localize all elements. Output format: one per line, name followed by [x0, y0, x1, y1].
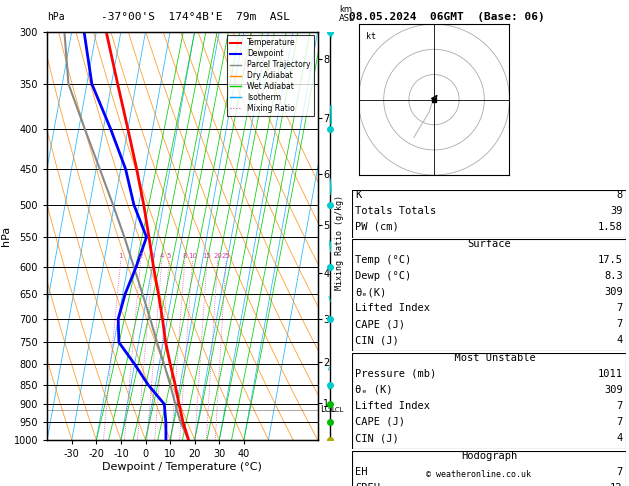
Y-axis label: hPa: hPa — [1, 226, 11, 246]
Text: 5: 5 — [167, 253, 171, 259]
Text: Surface: Surface — [467, 239, 511, 249]
Text: Most Unstable: Most Unstable — [442, 353, 536, 363]
Text: 7: 7 — [616, 417, 623, 427]
Text: 4: 4 — [616, 433, 623, 443]
Text: CIN (J): CIN (J) — [355, 335, 399, 346]
Text: 08.05.2024  06GMT  (Base: 06): 08.05.2024 06GMT (Base: 06) — [349, 12, 545, 22]
Text: Dewp (°C): Dewp (°C) — [355, 271, 411, 281]
Text: 20: 20 — [213, 253, 222, 259]
Text: Pressure (mb): Pressure (mb) — [355, 369, 437, 379]
Text: 2: 2 — [138, 253, 143, 259]
X-axis label: Dewpoint / Temperature (°C): Dewpoint / Temperature (°C) — [103, 462, 262, 471]
Text: 39: 39 — [610, 206, 623, 216]
Text: -37°00'S  174°4B'E  79m  ASL: -37°00'S 174°4B'E 79m ASL — [101, 12, 289, 22]
Text: 7: 7 — [616, 319, 623, 330]
Text: CAPE (J): CAPE (J) — [355, 417, 405, 427]
Text: CIN (J): CIN (J) — [355, 433, 399, 443]
Text: 7: 7 — [616, 303, 623, 313]
Text: LCL: LCL — [320, 405, 335, 414]
Text: 8: 8 — [616, 190, 623, 200]
Text: 1011: 1011 — [598, 369, 623, 379]
Text: 25: 25 — [221, 253, 230, 259]
Text: θₑ (K): θₑ (K) — [355, 385, 393, 395]
Text: 12: 12 — [610, 483, 623, 486]
Text: SREH: SREH — [355, 483, 381, 486]
Text: Lifted Index: Lifted Index — [355, 303, 430, 313]
Text: CAPE (J): CAPE (J) — [355, 319, 405, 330]
Text: 10: 10 — [188, 253, 197, 259]
Text: 1: 1 — [118, 253, 123, 259]
Legend: Temperature, Dewpoint, Parcel Trajectory, Dry Adiabat, Wet Adiabat, Isotherm, Mi: Temperature, Dewpoint, Parcel Trajectory… — [226, 35, 314, 116]
Text: EH: EH — [355, 467, 368, 477]
Text: © weatheronline.co.uk: © weatheronline.co.uk — [426, 469, 530, 479]
Text: 4: 4 — [616, 335, 623, 346]
Text: Lifted Index: Lifted Index — [355, 401, 430, 411]
Text: kt: kt — [366, 32, 376, 41]
Text: K: K — [355, 190, 362, 200]
Text: θₑ(K): θₑ(K) — [355, 287, 387, 297]
Text: 3: 3 — [150, 253, 155, 259]
Text: Mixing Ratio (g/kg): Mixing Ratio (g/kg) — [335, 195, 343, 291]
Text: PW (cm): PW (cm) — [355, 222, 399, 232]
Text: km
ASL: km ASL — [339, 5, 355, 23]
Text: 1.58: 1.58 — [598, 222, 623, 232]
Text: 15: 15 — [203, 253, 211, 259]
Text: LCL: LCL — [331, 407, 343, 413]
Text: 309: 309 — [604, 287, 623, 297]
Text: 4: 4 — [160, 253, 164, 259]
Text: 7: 7 — [616, 467, 623, 477]
Text: 17.5: 17.5 — [598, 255, 623, 265]
Text: 309: 309 — [604, 385, 623, 395]
Text: hPa: hPa — [47, 12, 65, 22]
Text: Totals Totals: Totals Totals — [355, 206, 437, 216]
Text: 7: 7 — [616, 401, 623, 411]
Text: Temp (°C): Temp (°C) — [355, 255, 411, 265]
Text: Hodograph: Hodograph — [461, 451, 517, 461]
Text: 8.3: 8.3 — [604, 271, 623, 281]
Text: 8: 8 — [182, 253, 187, 259]
